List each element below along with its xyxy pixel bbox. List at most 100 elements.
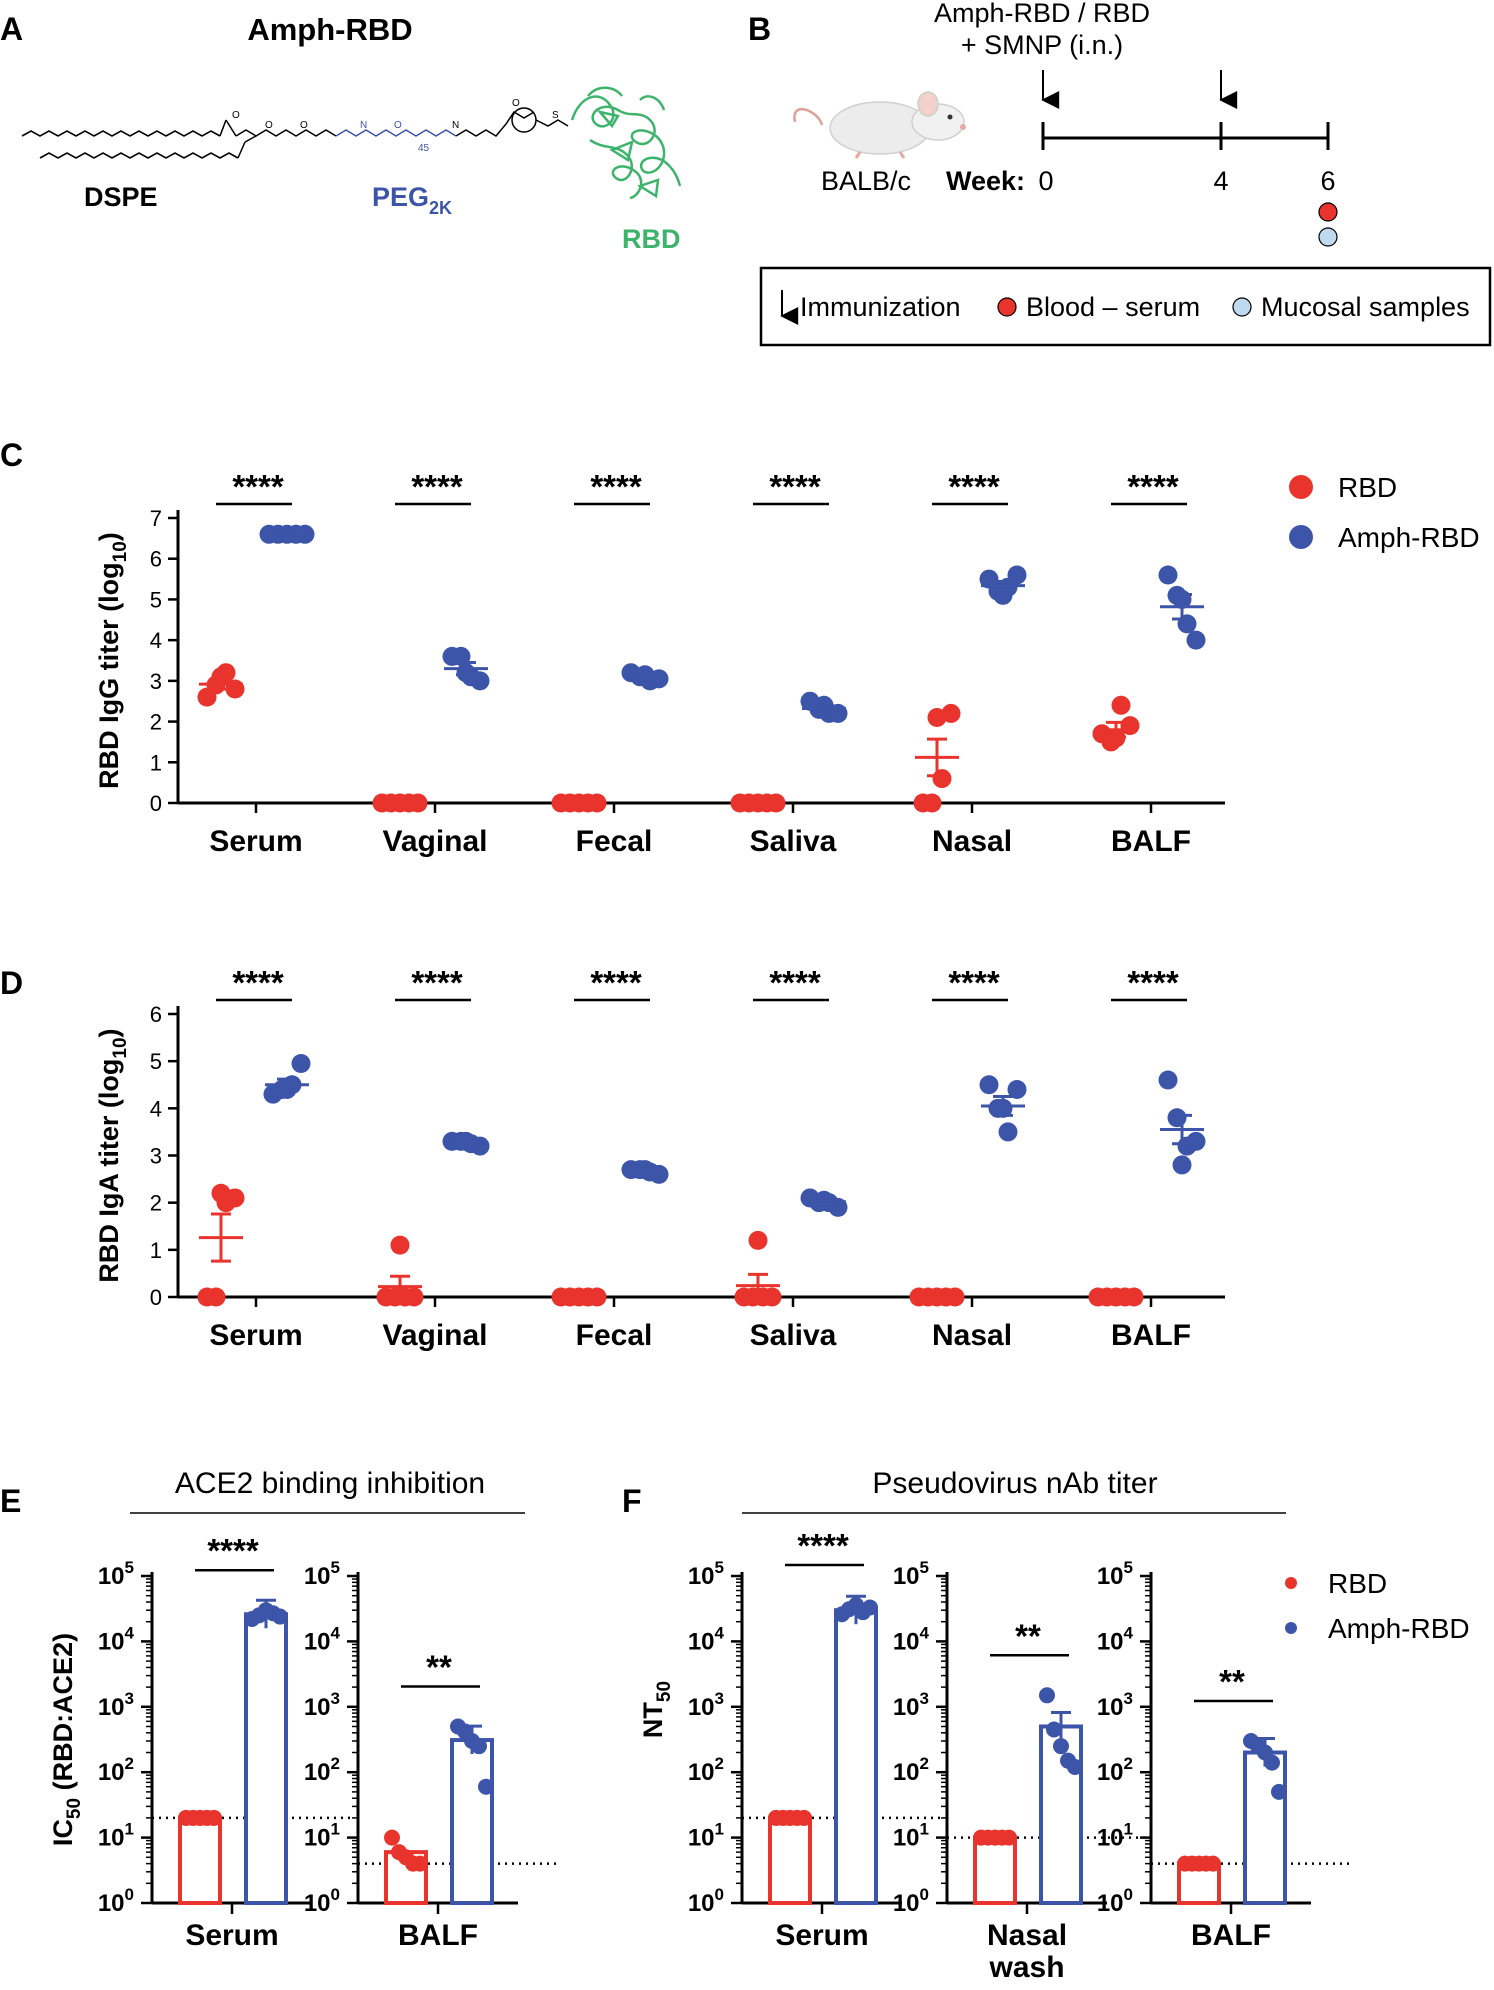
- amph-point: [1271, 1783, 1287, 1800]
- y-tick-label: 105: [1097, 1558, 1133, 1590]
- legend-mucosal: Mucosal samples: [1261, 292, 1470, 322]
- dspe-label: DSPE: [84, 182, 158, 212]
- rbd-point: [412, 1855, 428, 1872]
- ace2-title: ACE2 binding inhibition: [175, 1467, 485, 1500]
- svg-text:O: O: [512, 98, 520, 109]
- category-label: BALF: [398, 1919, 478, 1952]
- y-tick-label: 105: [893, 1558, 929, 1590]
- rbd-bar: [973, 1835, 1017, 1905]
- y-tick-label: 0: [150, 1285, 162, 1310]
- svg-text:O: O: [265, 120, 273, 131]
- category-label: Fecal: [576, 825, 653, 858]
- y-tick-label: 102: [98, 1754, 134, 1786]
- week-0: 0: [1038, 166, 1053, 196]
- legend2-amph: Amph-RBD: [1328, 1613, 1470, 1644]
- amph-rbd-structure: O O O N O 45 N O S DSPE PEG2K RBD: [21, 86, 682, 254]
- category-label: Fecal: [576, 1319, 653, 1352]
- legend-rbd-dot: [1289, 475, 1313, 499]
- amph-bar: [450, 1738, 494, 1905]
- rbd-protein-icon: [570, 86, 682, 200]
- immunization-title-2: + SMNP (i.n.): [961, 30, 1123, 60]
- significance-stars: ****: [590, 468, 642, 505]
- y-tick-label: 104: [688, 1623, 725, 1655]
- category-label: Vaginal: [382, 1319, 487, 1352]
- y-tick-label: 101: [1097, 1820, 1133, 1852]
- significance-stars: ****: [411, 964, 463, 1001]
- legend-mucosal-dot: [1232, 297, 1252, 317]
- y-tick-label: 103: [1097, 1689, 1133, 1721]
- rbd-point: [932, 769, 952, 789]
- rbd-bar: [768, 1815, 812, 1905]
- amph-point: [478, 1778, 494, 1795]
- amph-point: [471, 1738, 487, 1755]
- rbd-point: [211, 667, 231, 687]
- legend-rbd: RBD: [1338, 472, 1397, 503]
- peg-label: PEG2K: [372, 182, 452, 218]
- panel-label-e: E: [0, 1483, 21, 1519]
- svg-text:O: O: [232, 110, 240, 121]
- svg-text:O: O: [394, 120, 402, 131]
- immunization-title-1: Amph-RBD / RBD: [934, 0, 1150, 28]
- amph-point: [979, 1075, 999, 1095]
- rbd-bar: [178, 1815, 222, 1905]
- amph-point: [1172, 1155, 1192, 1175]
- amph-point: [1167, 1108, 1187, 1128]
- y-tick-label: 103: [304, 1689, 340, 1721]
- significance-stars: **: [1015, 1617, 1041, 1654]
- rbd-point: [206, 1809, 222, 1826]
- amph-point: [272, 1608, 288, 1625]
- y-tick-label: 101: [893, 1820, 929, 1852]
- amph-point: [291, 1054, 311, 1074]
- legend2-rbd: RBD: [1328, 1568, 1387, 1599]
- panel-label-b: B: [748, 11, 771, 47]
- significance-stars: ****: [797, 1527, 849, 1564]
- category-label: Vaginal: [382, 825, 487, 858]
- category-label: Saliva: [750, 1319, 837, 1352]
- rbd-point: [211, 1183, 231, 1203]
- y-tick-label: 105: [98, 1558, 134, 1590]
- y-tick-label: 1: [150, 1238, 162, 1263]
- category-label: Nasal: [932, 1319, 1012, 1352]
- legend-blood-dot: [997, 297, 1017, 317]
- y-tick-label: 103: [893, 1689, 929, 1721]
- svg-text:O: O: [300, 120, 308, 131]
- y-tick-label: 104: [304, 1623, 341, 1655]
- amph-point: [1186, 1131, 1206, 1151]
- y-tick-label: 104: [1097, 1623, 1134, 1655]
- category-label-line2: wash: [988, 1951, 1064, 1984]
- svg-text:N: N: [452, 120, 459, 131]
- rbd-point: [206, 1287, 226, 1307]
- significance-stars: ****: [1127, 468, 1179, 505]
- y-tick-label: 103: [98, 1689, 134, 1721]
- significance-stars: ****: [411, 468, 463, 505]
- lipid-tail-2: [39, 152, 239, 159]
- legend-immunization: Immunization: [800, 292, 961, 322]
- y-axis-label: RBD IgG titer (log10): [94, 532, 131, 789]
- rbd-point: [1001, 1829, 1017, 1846]
- rbd-point: [927, 708, 947, 727]
- y-tick-label: 4: [150, 628, 162, 653]
- amph-point: [1264, 1754, 1280, 1771]
- y-tick-label: 0: [150, 791, 162, 816]
- amph-point: [1039, 1687, 1055, 1704]
- y-tick-label: 102: [304, 1754, 340, 1786]
- category-label: BALF: [1111, 1319, 1191, 1352]
- y-axis-label: IC50 (RBD:ACE2): [48, 1633, 85, 1846]
- y-tick-label: 104: [893, 1623, 930, 1655]
- pseudovirus-chart: 100101102103104105Serum****1001011021031…: [638, 1527, 1351, 1984]
- significance-stars: ****: [948, 964, 1000, 1001]
- rbd-point: [1111, 695, 1131, 715]
- significance-stars: **: [426, 1648, 452, 1685]
- week-label: Week:: [946, 166, 1025, 196]
- significance-stars: ****: [769, 468, 821, 505]
- y-tick-label: 6: [150, 547, 162, 572]
- category-label: BALF: [1111, 825, 1191, 858]
- rbd-point: [796, 1809, 812, 1826]
- legend2-amph-dot: [1285, 1622, 1297, 1634]
- rbd-point: [390, 1235, 410, 1255]
- y-tick-label: 100: [98, 1885, 134, 1917]
- amph-rbd-title: Amph-RBD: [247, 12, 412, 47]
- y-tick-label: 102: [1097, 1754, 1133, 1786]
- pseudovirus-title: Pseudovirus nAb titer: [872, 1467, 1157, 1500]
